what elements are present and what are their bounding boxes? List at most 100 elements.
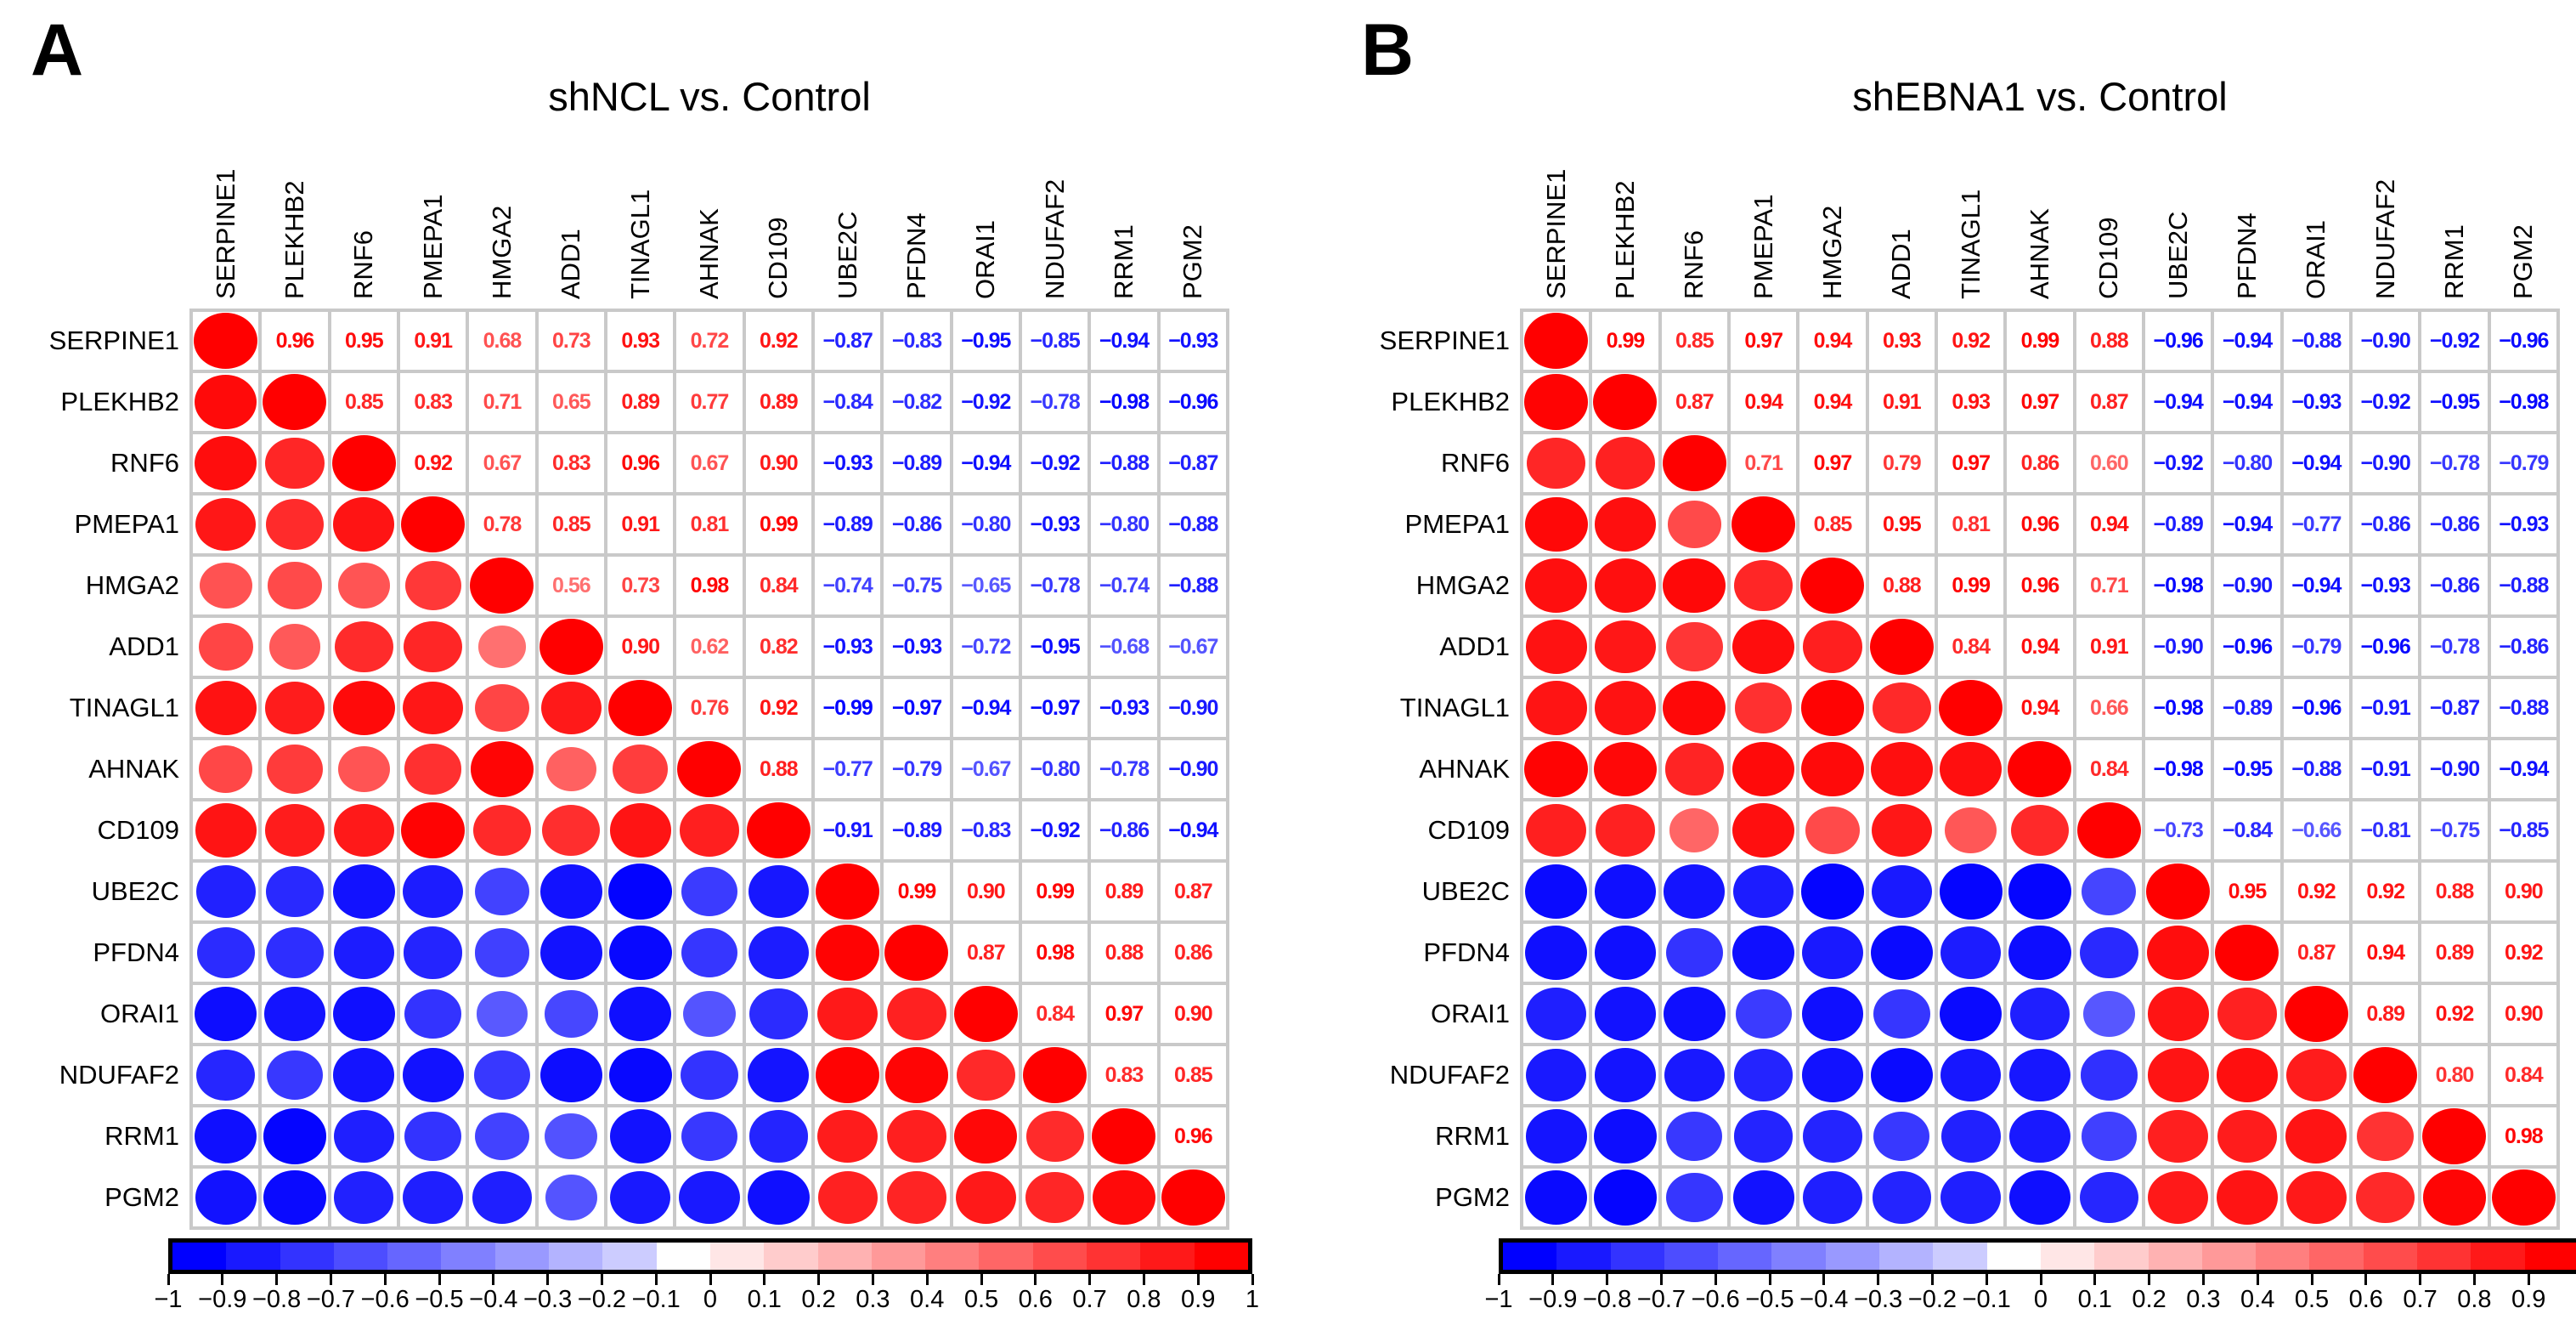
correlation-value: 0.86 bbox=[1173, 940, 1213, 965]
correlation-circle bbox=[263, 1169, 326, 1226]
colorbar-segment bbox=[280, 1243, 334, 1270]
colorbar-tick bbox=[654, 1274, 658, 1285]
grid-cell: 0.66 bbox=[2076, 679, 2142, 737]
grid-cell bbox=[262, 924, 328, 982]
grid-cell: 0.91 bbox=[607, 495, 674, 553]
grid-cell bbox=[1731, 495, 1797, 553]
grid-cell: 0.67 bbox=[469, 434, 535, 492]
correlation-circle bbox=[1803, 1110, 1862, 1163]
correlation-circle bbox=[1735, 989, 1792, 1039]
correlation-circle bbox=[2148, 1110, 2208, 1163]
grid-cell bbox=[262, 373, 328, 431]
correlation-value: −0.94 bbox=[2222, 389, 2273, 414]
correlation-value: 0.91 bbox=[2089, 634, 2129, 659]
grid-cell: −0.88 bbox=[1160, 557, 1226, 614]
correlation-value: −0.98 bbox=[1099, 389, 1150, 414]
grid-cell: −0.90 bbox=[1160, 740, 1226, 798]
correlation-circle bbox=[337, 563, 391, 609]
grid-cell bbox=[2076, 1169, 2142, 1226]
correlation-value: −0.94 bbox=[2291, 573, 2342, 597]
correlation-circle bbox=[1594, 987, 1657, 1041]
correlation-value: 0.97 bbox=[2020, 389, 2060, 414]
correlation-value: −0.93 bbox=[2360, 573, 2411, 597]
grid-cell bbox=[1938, 1046, 2004, 1104]
column-label-tinagl1: TINAGL1 bbox=[1955, 189, 1986, 299]
correlation-value: −0.94 bbox=[1099, 328, 1150, 353]
grid-cell bbox=[607, 863, 674, 920]
correlation-value: 0.92 bbox=[759, 695, 799, 720]
correlation-value: −0.86 bbox=[2429, 573, 2480, 597]
correlation-value: 0.97 bbox=[1813, 450, 1853, 475]
colorbar-tick bbox=[2527, 1274, 2530, 1285]
correlation-circle bbox=[1161, 1169, 1225, 1226]
correlation-value: 0.92 bbox=[1952, 328, 1991, 353]
grid-cell bbox=[330, 863, 397, 920]
correlation-circle bbox=[470, 741, 534, 797]
correlation-value: −0.97 bbox=[1030, 695, 1081, 720]
grid-cell bbox=[400, 863, 466, 920]
grid-cell bbox=[1592, 924, 1658, 982]
correlation-circle bbox=[2284, 986, 2348, 1042]
correlation-circle bbox=[539, 1047, 602, 1103]
grid-cell: 0.99 bbox=[745, 495, 811, 553]
grid-cell: −0.93 bbox=[1091, 679, 1157, 737]
colorbar-segment bbox=[1194, 1243, 1248, 1270]
correlation-value: 0.88 bbox=[1882, 573, 1922, 597]
correlation-circle bbox=[679, 1170, 740, 1225]
correlation-value: 0.91 bbox=[621, 512, 660, 536]
grid-cell bbox=[538, 1046, 604, 1104]
correlation-circle bbox=[1525, 681, 1587, 735]
correlation-circle bbox=[1731, 496, 1796, 552]
grid-cell: 0.90 bbox=[2490, 985, 2556, 1043]
correlation-value: −0.98 bbox=[2153, 756, 2204, 781]
colorbar-tick-label: 0.2 bbox=[2132, 1286, 2166, 1313]
grid-cell bbox=[469, 1169, 535, 1226]
correlation-circle bbox=[268, 562, 322, 609]
row-label-pmepa1: PMEPA1 bbox=[1404, 509, 1510, 539]
grid-cell: −0.90 bbox=[2353, 312, 2419, 370]
grid-cell bbox=[330, 495, 397, 553]
correlation-value: 0.83 bbox=[414, 389, 453, 414]
correlation-circle bbox=[403, 1171, 463, 1224]
column-label-ube2c: UBE2C bbox=[2162, 211, 2193, 299]
row-label-ube2c: UBE2C bbox=[1421, 876, 1510, 906]
grid-cell: −0.91 bbox=[815, 801, 881, 859]
grid-cell: −0.96 bbox=[1160, 373, 1226, 431]
grid-cell bbox=[2353, 1046, 2419, 1104]
grid-cell: −0.78 bbox=[1022, 373, 1088, 431]
correlation-circle bbox=[2216, 1048, 2279, 1102]
correlation-value: −0.93 bbox=[2291, 389, 2342, 414]
grid-cell: −0.88 bbox=[1160, 495, 1226, 553]
correlation-circle bbox=[1940, 1110, 2001, 1163]
grid-cell: 0.99 bbox=[1938, 557, 2004, 614]
correlation-value: −0.93 bbox=[822, 634, 873, 659]
colorbar-tick bbox=[709, 1274, 712, 1285]
grid-cell: 0.98 bbox=[2490, 1107, 2556, 1165]
colorbar-tick bbox=[1497, 1274, 1500, 1285]
grid-cell: 0.85 bbox=[538, 495, 604, 553]
grid-cell bbox=[1523, 679, 1590, 737]
colorbar-segment bbox=[2309, 1243, 2364, 1270]
colorbar-tick bbox=[2419, 1274, 2422, 1285]
grid-cell: 0.67 bbox=[676, 434, 743, 492]
grid-cell bbox=[1731, 1107, 1797, 1165]
colorbar-tick-label: 0 bbox=[703, 1286, 718, 1313]
correlation-value: 0.82 bbox=[759, 634, 799, 659]
grid-cell: −0.79 bbox=[2490, 434, 2556, 492]
correlation-value: 0.85 bbox=[1173, 1062, 1213, 1087]
grid-cell bbox=[469, 1046, 535, 1104]
grid-cell bbox=[262, 618, 328, 676]
correlation-value: 0.81 bbox=[690, 512, 730, 536]
correlation-circle bbox=[404, 620, 463, 673]
grid-cell: 0.89 bbox=[745, 373, 811, 431]
correlation-circle bbox=[332, 680, 396, 736]
correlation-circle bbox=[1525, 1109, 1587, 1164]
correlation-value: 0.77 bbox=[690, 389, 730, 414]
grid-cell: −0.99 bbox=[815, 679, 881, 737]
correlation-circle bbox=[681, 867, 737, 916]
grid-cell: 0.99 bbox=[1592, 312, 1658, 370]
grid-cell: 0.87 bbox=[1160, 863, 1226, 920]
grid-cell: −0.80 bbox=[2214, 434, 2280, 492]
correlation-circle bbox=[1802, 1171, 1863, 1224]
grid-cell bbox=[952, 985, 1019, 1043]
